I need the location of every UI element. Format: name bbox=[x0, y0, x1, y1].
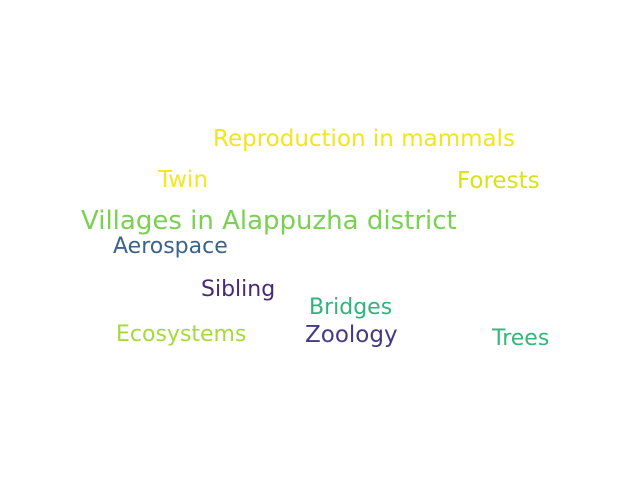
word-aerospace: Aerospace bbox=[113, 234, 228, 259]
word-bridges: Bridges bbox=[309, 295, 393, 320]
word-twin: Twin bbox=[158, 167, 209, 193]
word-villages-in-alappuzha-district: Villages in Alappuzha district bbox=[81, 206, 457, 236]
word-trees: Trees bbox=[492, 326, 550, 351]
word-ecosystems: Ecosystems bbox=[116, 322, 247, 347]
word-reproduction-in-mammals: Reproduction in mammals bbox=[213, 126, 515, 152]
word-sibling: Sibling bbox=[201, 277, 276, 302]
word-forests: Forests bbox=[457, 168, 540, 194]
word-zoology: Zoology bbox=[305, 322, 398, 348]
